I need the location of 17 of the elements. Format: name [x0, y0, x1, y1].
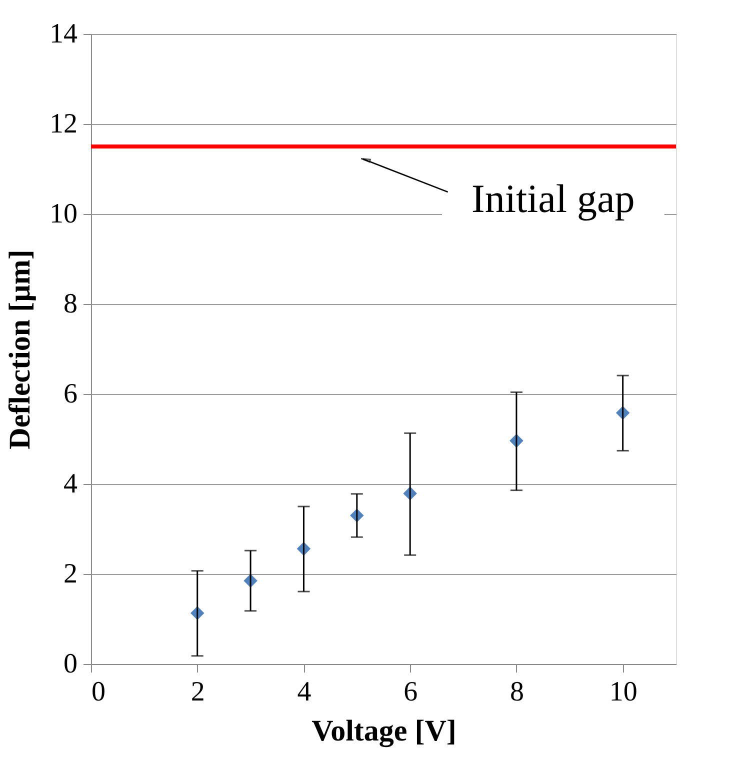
ref-line-label: Initial gap [472, 176, 635, 221]
x-tick-label: 0 [92, 676, 106, 708]
x-tick-label: 10 [609, 676, 638, 708]
y-tick-label: 12 [50, 108, 78, 140]
x-tick-label: 6 [404, 676, 418, 708]
x-tick-label: 8 [510, 676, 524, 708]
x-axis-title: Voltage [V] [312, 714, 456, 748]
y-tick-label: 2 [64, 558, 78, 590]
y-axis-title: Deflection [µm] [4, 250, 36, 450]
y-tick-label: 8 [64, 288, 78, 320]
y-tick-label: 14 [50, 18, 78, 50]
x-tick-label: 4 [297, 676, 312, 708]
y-tick-label: 0 [64, 648, 78, 680]
y-tick-label: 10 [50, 198, 78, 230]
y-tick-label: 6 [64, 378, 78, 410]
y-tick-label: 4 [64, 468, 78, 500]
x-tick-label: 2 [190, 676, 205, 708]
